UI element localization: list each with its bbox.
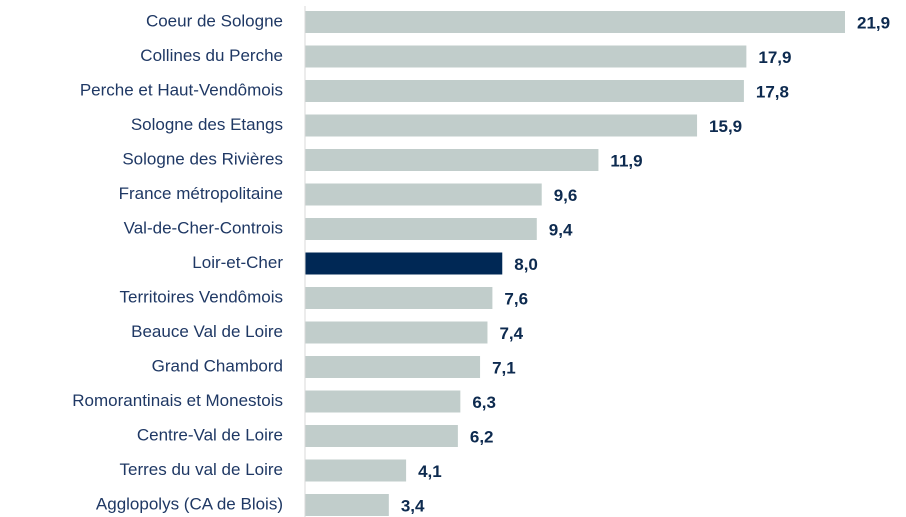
bar [305,287,493,309]
bar [305,11,845,33]
value-label: 7,4 [499,324,523,343]
category-label: Coeur de Sologne [146,11,283,30]
value-label: 8,0 [514,255,538,274]
bar [305,356,481,378]
category-label: Agglopolys (CA de Blois) [96,494,283,513]
category-label: Val-de-Cher-Controis [124,218,283,237]
category-label: Sologne des Rivières [122,149,283,168]
category-label: Terres du val de Loire [120,460,283,479]
bar [305,183,542,206]
bar [305,390,461,413]
value-label: 17,9 [758,48,791,67]
bar [305,149,599,171]
bar [305,252,503,275]
bar [305,80,744,102]
value-label: 4,1 [418,462,442,481]
bar [305,321,488,344]
value-label: 6,2 [470,427,494,446]
category-label: Grand Chambord [152,356,283,375]
category-label: Territoires Vendômois [120,287,283,306]
value-label: 7,1 [492,358,516,377]
bar [305,459,407,482]
value-label: 11,9 [610,151,642,170]
value-label: 9,6 [554,186,578,205]
bar [305,114,698,137]
bar [305,45,747,68]
value-label: 15,9 [709,117,742,136]
category-label: Romorantinais et Monestois [72,391,283,410]
bar [305,218,537,240]
category-label: Loir-et-Cher [192,253,283,272]
value-label: 9,4 [549,220,573,239]
bar [305,425,458,447]
value-label: 17,8 [756,82,789,101]
category-label: Beauce Val de Loire [131,322,283,341]
category-label: Perche et Haut-Vendômois [80,80,283,99]
value-label: 3,4 [401,496,425,515]
value-label: 6,3 [472,393,496,412]
category-label: Collines du Perche [140,46,283,65]
bar [305,494,389,516]
value-label: 21,9 [857,13,890,32]
value-label: 7,6 [504,289,528,308]
category-label: Sologne des Etangs [131,115,283,134]
category-label: Centre-Val de Loire [137,425,283,444]
category-label: France métropolitaine [119,184,283,203]
